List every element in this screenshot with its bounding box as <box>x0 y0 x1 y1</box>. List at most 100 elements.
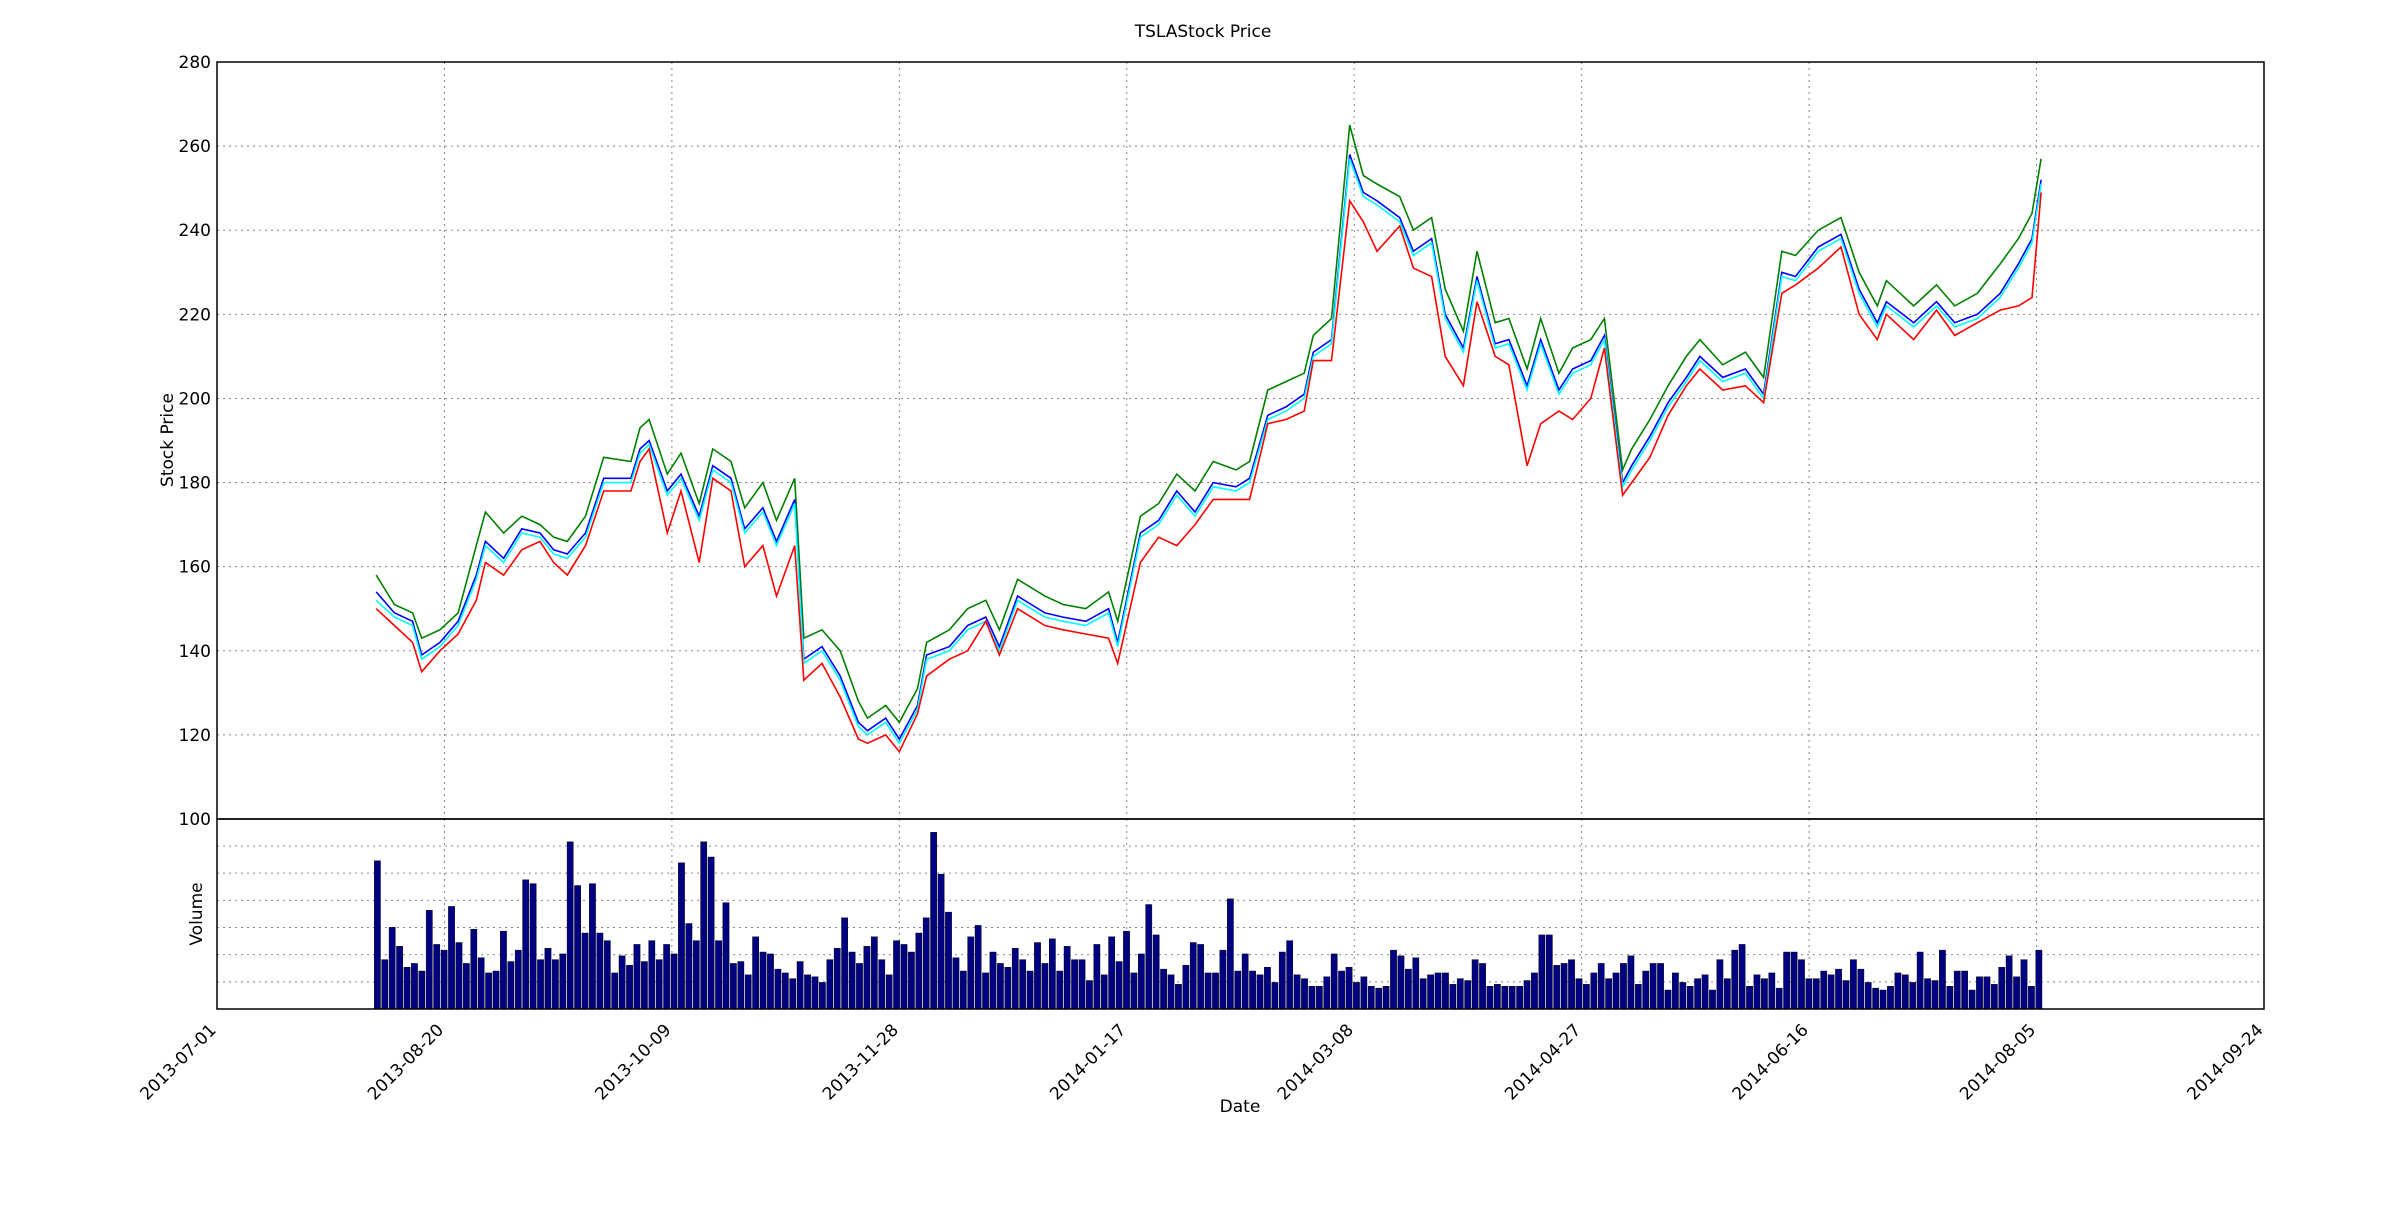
volume-bars-group <box>374 832 2043 1010</box>
volume-bar <box>1004 967 1012 1010</box>
volume-bar <box>1835 968 1842 1010</box>
volume-bar <box>804 974 811 1010</box>
x-tick-labels: 2013-07-01 2013-08-20 2013-10-09 2013-11-28… <box>137 1020 2268 1104</box>
volume-bar <box>1657 963 1664 1010</box>
volume-bar <box>700 841 708 1010</box>
volume-bar <box>1249 970 1256 1010</box>
volume-bar <box>1568 959 1575 1010</box>
volume-bar <box>1345 967 1353 1010</box>
volume-bar <box>492 970 500 1010</box>
volume-bar <box>1790 951 1798 1010</box>
volume-bar <box>1204 972 1212 1010</box>
volume-bar <box>655 959 663 1010</box>
volume-bar <box>1130 972 1138 1010</box>
volume-bar <box>1864 982 1872 1010</box>
volume-bar <box>396 946 403 1010</box>
volume-bar <box>1390 949 1397 1010</box>
volume-bar <box>1812 978 1820 1010</box>
volume-bar <box>1234 970 1242 1010</box>
volume-bar <box>1330 953 1338 1010</box>
volume-bar <box>1783 951 1791 1010</box>
volume-bar <box>1034 942 1041 1010</box>
price-y-tick-labels: 100 120 140 160 180 200 220 240 260 280 <box>179 53 211 830</box>
volume-bar <box>425 910 433 1010</box>
volume-bar <box>1041 963 1049 1010</box>
volume-bar <box>1775 987 1783 1010</box>
volume-bar <box>1019 959 1027 1010</box>
volume-bar <box>500 930 507 1010</box>
price-y-axis-label: Stock Price <box>158 393 178 487</box>
price-gridlines <box>217 62 2264 819</box>
volume-bar <box>781 972 789 1010</box>
volume-bar <box>1471 959 1479 1010</box>
volume-bar <box>841 917 849 1010</box>
volume-bar <box>418 970 426 1010</box>
volume-bar <box>1167 974 1175 1010</box>
volume-bar <box>1709 989 1716 1010</box>
volume-bar <box>2013 976 2020 1010</box>
volume-bar <box>1405 968 1412 1010</box>
chart-title: TSLAStock Price <box>1134 22 1272 42</box>
volume-bar <box>1901 974 1909 1010</box>
volume-bar <box>1464 980 1472 1010</box>
volume-bar <box>811 976 819 1010</box>
volume-bar <box>774 968 782 1010</box>
price-series-line-4 <box>375 192 2042 754</box>
volume-bar <box>1731 949 1739 1010</box>
volume-bar <box>1597 963 1605 1010</box>
volume-bar <box>1961 970 1969 1010</box>
volume-bar <box>1011 948 1019 1010</box>
volume-bar <box>915 932 923 1010</box>
volume-bar <box>1976 976 1983 1010</box>
volume-bar <box>1768 972 1776 1010</box>
volume-bar <box>403 967 411 1010</box>
price-y-tick-label: 200 <box>179 389 211 409</box>
volume-bar <box>2005 955 2013 1010</box>
volume-bar <box>796 961 804 1010</box>
volume-bar <box>1642 970 1650 1010</box>
volume-bar <box>1531 972 1538 1010</box>
volume-bar <box>1664 989 1672 1010</box>
volume-bar <box>1798 959 1805 1010</box>
volume-bar <box>1093 944 1101 1010</box>
volume-bar <box>2020 959 2028 1010</box>
volume-bar <box>1442 972 1449 1010</box>
volume-bar <box>1583 984 1590 1010</box>
volume-bar <box>1501 986 1509 1010</box>
volume-bar <box>1152 934 1160 1010</box>
volume-bar <box>1145 904 1153 1010</box>
volume-bar <box>1456 978 1464 1010</box>
volume-bar <box>1879 989 1887 1010</box>
volume-bar <box>1100 974 1108 1010</box>
volume-bar <box>1545 934 1553 1010</box>
volume-bar <box>1382 986 1390 1010</box>
volume-bar <box>1990 984 1998 1010</box>
volume-bar <box>1449 984 1457 1010</box>
volume-bar <box>1827 974 1835 1010</box>
x-tick-label: 2014-01-17 <box>1046 1020 1130 1104</box>
volume-bar <box>1241 953 1249 1010</box>
volume-bar <box>789 978 797 1010</box>
x-tick-label: 2014-08-05 <box>1956 1020 2040 1104</box>
volume-bar <box>1820 970 1828 1010</box>
volume-bar <box>1026 970 1034 1010</box>
volume-bar <box>1516 986 1523 1010</box>
volume-bar <box>537 959 544 1010</box>
volume-bar <box>1590 972 1598 1010</box>
volume-bar <box>1056 970 1064 1010</box>
price-plot-frame <box>216 61 2265 820</box>
volume-bar <box>1538 934 1546 1010</box>
x-axis-label: Date <box>1220 1097 1261 1117</box>
volume-bar <box>752 936 759 1010</box>
volume-bar <box>1686 986 1694 1010</box>
volume-bar <box>1553 965 1561 1010</box>
volume-bar <box>685 923 693 1010</box>
volume-bar <box>1316 986 1323 1010</box>
volume-bar <box>1486 986 1494 1010</box>
volume-bar <box>648 940 656 1010</box>
price-y-tick-label: 280 <box>179 53 211 73</box>
volume-bar <box>1946 986 1954 1010</box>
volume-bar <box>1286 940 1294 1010</box>
